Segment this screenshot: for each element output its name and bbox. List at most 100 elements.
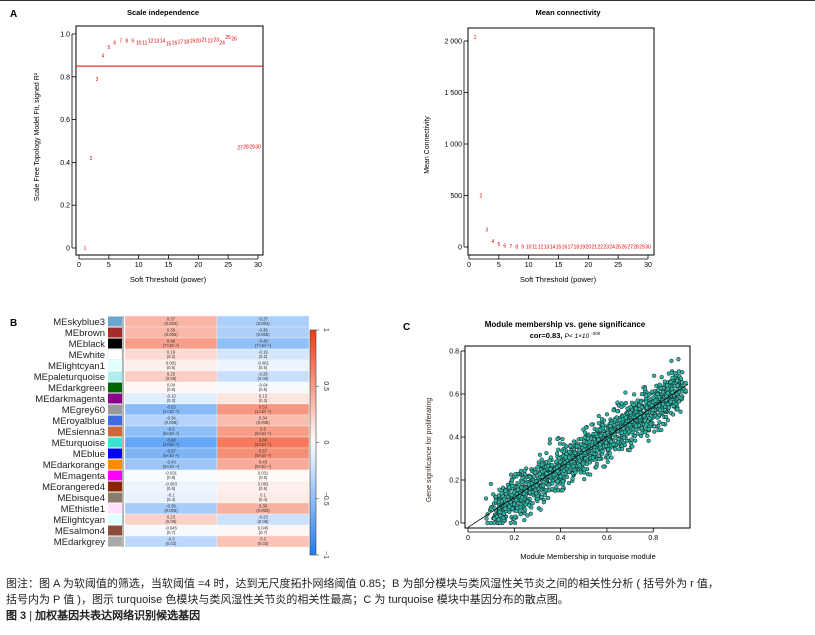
panel-label-c: C [403,322,411,333]
data-point [631,392,637,397]
scale-independence-chart: Scale independence Scale Free Topology M… [34,8,264,284]
module-label: MEsalmon4 [55,526,105,537]
data-point [619,430,624,435]
data-point [535,465,540,470]
data-point [561,442,567,447]
cell-value: 0.19 [167,350,176,355]
data-point [631,402,636,407]
data-point [515,487,521,492]
p-exponent: -200 [591,331,601,336]
point-label: 10 [136,41,142,47]
data-point [497,487,502,492]
data-point [555,436,560,442]
module-label: MEblue [73,449,105,460]
point-label: 20 [196,38,202,44]
cell-pvalue: (0.8) [259,475,268,480]
data-point [545,463,551,469]
data-point [656,403,662,409]
panel-label-a: A [10,9,18,20]
data-point [563,455,568,460]
data-point [668,379,673,385]
data-point [519,485,524,490]
cell-pvalue: (0.7) [259,530,268,535]
point-label: 28 [243,144,249,150]
data-point [651,395,656,400]
data-point [675,378,680,383]
data-point [652,424,657,429]
cell-pvalue: (1×10⁻⁵) [255,409,272,414]
data-point [519,495,525,500]
cell-pvalue: (0.4) [259,497,268,502]
cell-pvalue: (0.004) [256,321,270,326]
data-point [541,490,546,495]
data-point [581,427,586,432]
data-point [617,417,622,423]
point-label: 1 [474,35,477,41]
data-point [623,415,628,420]
cell-pvalue: (0.5) [259,365,268,370]
data-point [508,520,513,526]
point-label: 19 [190,38,196,44]
data-point [534,491,539,496]
point-label: 13 [544,245,550,251]
data-point [615,424,621,430]
module-label: MEsienna3 [57,427,105,438]
data-point [598,433,603,438]
data-point [660,421,666,427]
y-axis-label: Mean Connectivity [424,116,431,174]
data-point [669,370,674,376]
data-point [627,422,632,428]
data-point [612,418,618,423]
data-point [641,413,647,419]
data-point [598,427,603,432]
data-point [683,380,688,386]
data-point [621,435,627,440]
data-point [509,477,515,483]
data-point [665,418,670,423]
x-tick-label: 0.6 [602,535,612,542]
x-tick-label: 10 [135,262,143,269]
point-label: 12 [148,38,154,44]
data-point [649,403,655,408]
data-point [541,500,546,505]
cell-pvalue: (0.005) [256,332,270,337]
point-label: 14 [160,38,166,44]
colorbar-tick-label: −1 [322,551,329,559]
data-point [547,441,552,446]
module-color-swatch [108,525,122,536]
data-point [581,461,586,466]
data-point [675,407,680,412]
x-tick-label: 0.2 [509,535,519,542]
cell-value: -0.34 [166,416,176,421]
data-point [646,427,651,432]
data-point [530,501,535,506]
data-point [582,476,587,482]
point-label: 14 [550,245,556,251]
data-point [520,475,525,481]
data-point [643,430,648,435]
figure-title-line: 图 3 | 加权基因共表达网络识别候选基因 [6,608,811,624]
point-label: 3 [486,227,489,233]
data-point [605,459,610,465]
y-axis-label: Gene significance for proliferating [426,398,433,502]
data-point [627,448,632,453]
data-point [651,373,657,378]
cell-pvalue: (0.5) [259,486,268,491]
y-tick-label: 0.2 [60,203,70,210]
module-color-swatch [108,338,122,349]
data-point [508,472,514,477]
data-point [603,440,609,445]
colorbar-tick-label: −0.5 [322,492,329,506]
cell-value: 0.04 [167,383,176,388]
point-label: 19 [580,245,586,251]
point-label: 15 [556,245,562,251]
point-label: 2 [90,156,93,162]
colorbar [309,329,317,556]
data-point [515,506,520,511]
data-point [568,443,573,449]
data-point [484,516,489,521]
data-point [510,506,515,511]
point-label: 9 [131,38,134,44]
point-label: 27 [627,245,633,251]
module-label: MEthistle1 [61,504,105,515]
